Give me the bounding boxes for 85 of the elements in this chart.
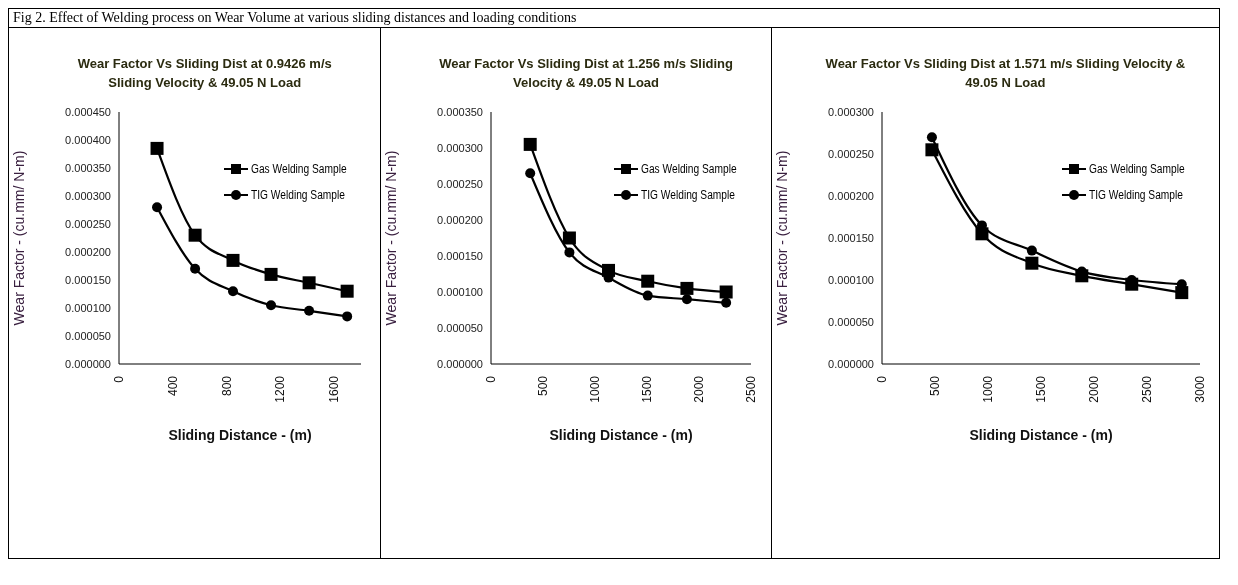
y-tick-label: 0.000200 (827, 189, 874, 202)
y-tick-label: 0.000150 (827, 231, 874, 244)
x-tick-label: 1500 (1033, 375, 1048, 403)
y-tick-label: 0.000200 (65, 245, 111, 258)
point (266, 300, 277, 311)
y-tick-label: 0.000400 (65, 133, 111, 146)
point (340, 284, 354, 298)
y-tick-label: 0.000350 (437, 105, 484, 118)
point (720, 285, 734, 299)
point (152, 202, 163, 213)
point (564, 247, 575, 258)
legend-label: Gas Welding Sample (640, 162, 737, 176)
y-tick-label: 0.000300 (65, 189, 111, 202)
x-tick-label: 3000 (1192, 375, 1207, 403)
y-tick-label: 0.000100 (65, 301, 111, 314)
x-tick-label: 0 (112, 375, 126, 383)
x-tick-label: 0 (874, 375, 889, 383)
point (641, 274, 655, 288)
point (680, 281, 694, 295)
x-axis-title: Sliding Distance - (m) (168, 427, 312, 443)
x-tick-label: 2000 (692, 375, 707, 403)
point (190, 263, 201, 274)
x-tick-label: 1500 (640, 375, 655, 403)
y-tick-label: 0.000150 (65, 273, 111, 286)
point (304, 305, 315, 316)
x-axis-title: Sliding Distance - (m) (969, 427, 1113, 443)
y-tick-label: 0.000300 (827, 105, 874, 118)
point (342, 311, 353, 322)
y-tick-label: 0.000250 (437, 177, 484, 190)
y-tick-label: 0.000250 (827, 147, 874, 160)
point (563, 231, 577, 245)
x-tick-label: 500 (927, 375, 942, 397)
y-tick-label: 0.000250 (65, 217, 111, 230)
point (926, 132, 937, 143)
x-axis-title: Sliding Distance - (m) (549, 427, 693, 443)
point (524, 137, 538, 151)
y-axis-title: Wear Factor - (cu.mm/ N-m) (383, 150, 400, 326)
x-tick-label: 2500 (1139, 375, 1154, 403)
chart-title: Wear Factor Vs Sliding Dist at 1.256 m/s Sliding Velocity & 49.05 N Load (438, 55, 734, 92)
x-tick-label: 400 (165, 375, 180, 397)
y-tick-label: 0.000300 (437, 141, 484, 154)
point (226, 253, 240, 267)
x-tick-label: 1000 (980, 375, 995, 403)
point (150, 141, 164, 155)
legend-label: TIG Welding Sample (1089, 188, 1184, 202)
x-tick-label: 0 (484, 375, 499, 383)
y-tick-label: 0.000100 (437, 285, 484, 298)
point (925, 143, 939, 157)
point (1025, 256, 1039, 270)
y-tick-label: 0.000050 (65, 329, 111, 342)
y-tick-label: 0.000450 (65, 105, 111, 118)
y-axis-title: Wear Factor - (cu.mm/ N-m) (10, 150, 27, 326)
y-tick-label: 0.000350 (65, 161, 111, 174)
y-tick-label: 0.000000 (827, 357, 874, 370)
x-tick-label: 1000 (588, 375, 603, 403)
y-tick-label: 0.000050 (827, 315, 874, 328)
chart-title: Wear Factor Vs Sliding Dist at 0.9426 m/s Sliding Velocity & 49.05 N Load (76, 55, 333, 92)
x-tick-label: 1200 (273, 375, 288, 403)
caption: Fig 2. Effect of Welding process on Wear Volume at various sliding distances and loading conditions (9, 9, 1219, 28)
y-axis-title: Wear Factor - (cu.mm/ N-m) (773, 150, 790, 326)
x-tick-label: 2000 (1086, 375, 1101, 403)
y-tick-label: 0.000050 (437, 321, 484, 334)
legend-label: TIG Welding Sample (250, 188, 345, 202)
y-tick-label: 0.000000 (65, 357, 111, 370)
legend-label: Gas Welding Sample (250, 162, 347, 176)
point (302, 276, 316, 290)
x-tick-label: 2500 (744, 375, 759, 403)
point (228, 286, 239, 297)
point (1026, 245, 1037, 256)
y-tick-label: 0.000100 (827, 273, 874, 286)
y-tick-label: 0.000000 (437, 357, 484, 370)
point (721, 297, 732, 308)
legend-label: TIG Welding Sample (640, 188, 735, 202)
x-tick-label: 1600 (327, 375, 342, 403)
point (264, 267, 278, 281)
point (682, 294, 693, 305)
x-tick-label: 800 (219, 375, 234, 397)
point (188, 228, 202, 242)
legend-label: Gas Welding Sample (1089, 162, 1185, 176)
point (643, 290, 654, 301)
y-tick-label: 0.000200 (437, 213, 484, 226)
point (525, 168, 536, 179)
y-tick-label: 0.000150 (437, 249, 484, 262)
x-tick-label: 500 (536, 375, 551, 397)
chart-title: Wear Factor Vs Sliding Dist at 1.571 m/s Sliding Velocity & 49.05 N Load (824, 55, 1187, 92)
